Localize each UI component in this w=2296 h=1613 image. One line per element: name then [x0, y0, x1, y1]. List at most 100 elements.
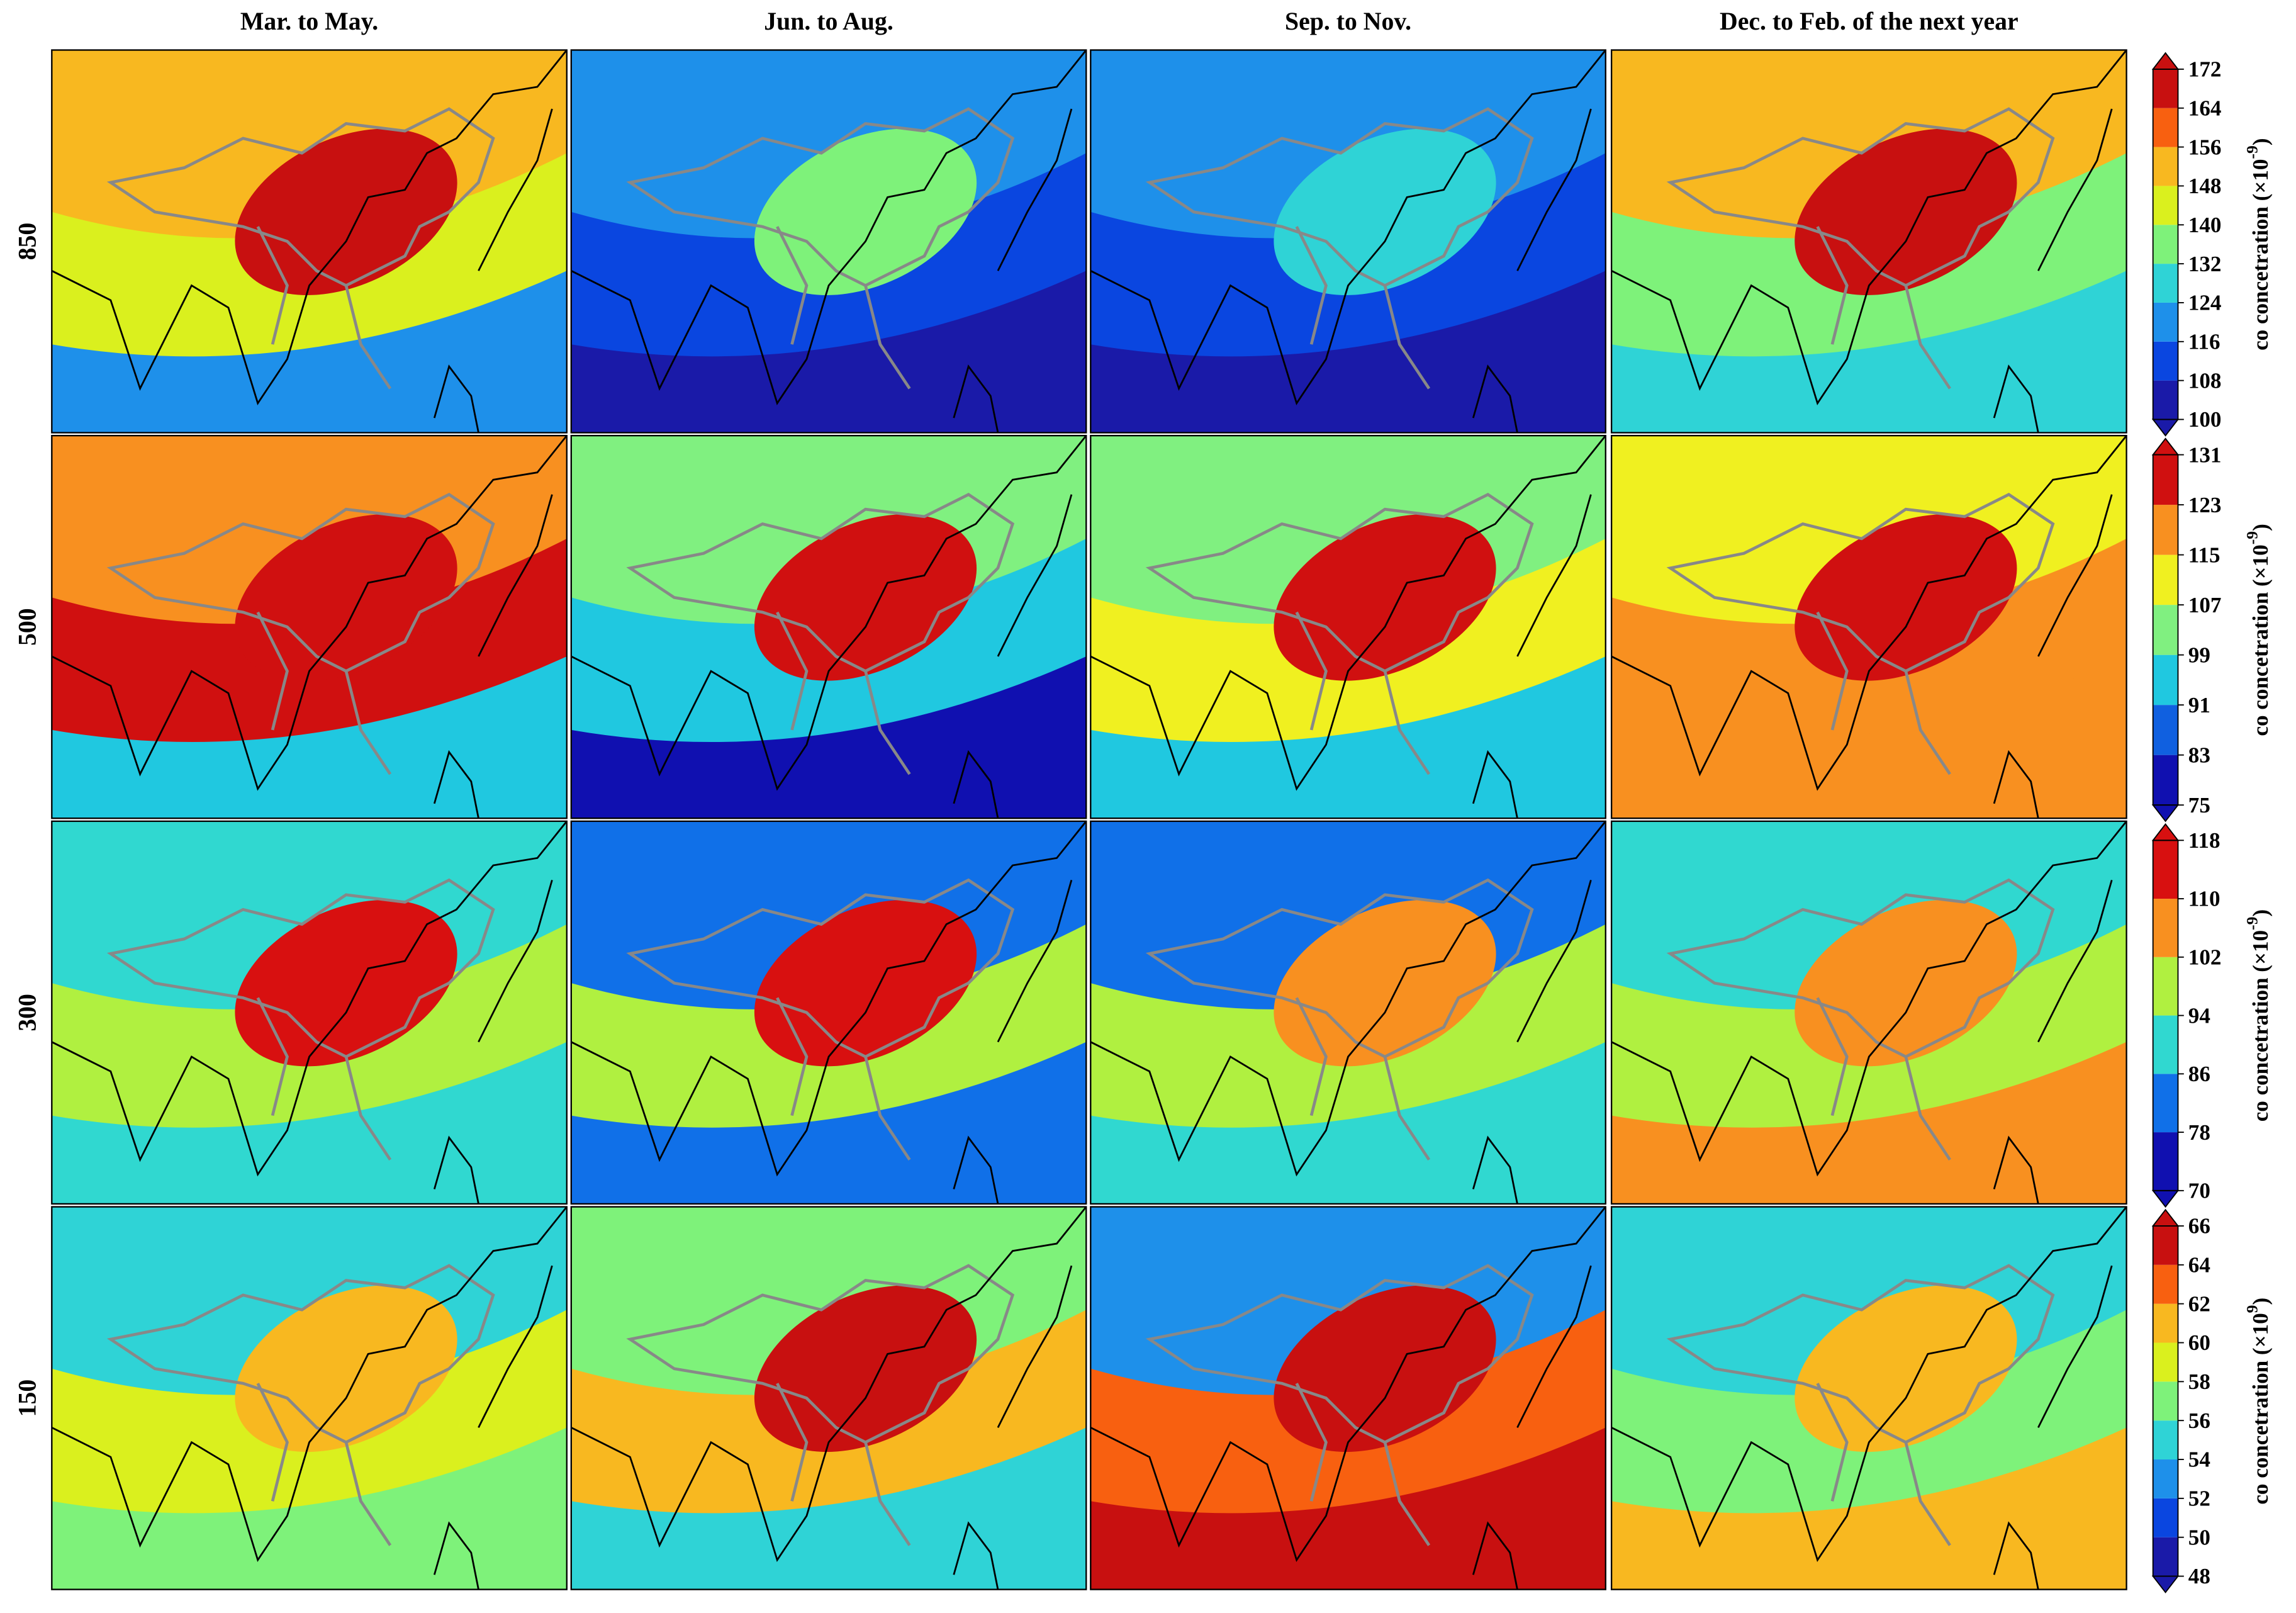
colorbar-segment — [2153, 264, 2178, 303]
colorbar-tick-label: 78 — [2188, 1120, 2210, 1145]
colorbar-tick-label: 148 — [2188, 174, 2222, 198]
map-field — [1274, 128, 1496, 295]
coastline — [571, 821, 1087, 1204]
coastline — [1611, 50, 2127, 433]
panel-frame — [1090, 820, 1606, 1205]
map-field — [754, 899, 977, 1067]
colorbar-label-text: co concetration (×10 — [2248, 544, 2273, 736]
coastline — [1611, 436, 2127, 819]
coastline — [52, 50, 567, 433]
boundary — [626, 107, 1015, 390]
map-field — [1611, 1042, 2127, 1204]
panel-frame — [51, 1206, 568, 1590]
colorbar-tick-label: 100 — [2188, 407, 2222, 432]
boundary — [1666, 1264, 2055, 1546]
map-panel — [1090, 1206, 1606, 1590]
colorbar-segment — [2153, 755, 2178, 806]
map-field — [235, 128, 457, 295]
boundary — [1145, 107, 1534, 390]
colorbar-frame — [2152, 68, 2179, 420]
colorbar-segment — [2153, 899, 2178, 957]
colorbar-tick-label: 132 — [2188, 252, 2222, 276]
map-panel — [1090, 50, 1606, 433]
row-label: 300 — [14, 994, 42, 1031]
colorbar-tick-label: 99 — [2188, 643, 2210, 667]
map-field — [754, 1285, 977, 1453]
colorbar-segment — [2153, 186, 2178, 225]
colorbar-extend — [2151, 804, 2180, 823]
colorbar-segment — [2153, 302, 2178, 342]
boundary — [1145, 493, 1534, 775]
colorbar-extend — [2151, 823, 2180, 841]
coastline — [571, 1206, 1087, 1590]
panel-frame — [570, 820, 1087, 1205]
colorbar-segment — [2153, 605, 2178, 655]
boundary — [1666, 878, 2055, 1161]
colorbar-segment — [2153, 554, 2178, 605]
map-field — [1274, 514, 1496, 681]
map-field — [1090, 656, 1606, 819]
colorbar-label: co concetration (×10-9) — [2243, 909, 2273, 1121]
colorbar-tick-label: 156 — [2188, 135, 2222, 159]
colorbar-extend — [2151, 1189, 2180, 1208]
colorbar-tick-label: 48 — [2188, 1564, 2210, 1588]
map-panel — [571, 50, 1087, 433]
colorbar-label-end: ) — [2248, 909, 2273, 917]
colorbar-segment — [2153, 705, 2178, 755]
boundary — [106, 1264, 495, 1546]
map-panel — [1611, 1206, 2127, 1590]
colorbar-label: co concetration (×10-9) — [2243, 524, 2273, 736]
colorbar-tick-label: 75 — [2188, 793, 2210, 818]
colorbar-tick-label: 91 — [2188, 693, 2210, 717]
panel-frame — [1610, 435, 2127, 819]
map-field — [1795, 1285, 2017, 1453]
column-title: Jun. to Aug. — [764, 8, 893, 35]
colorbar-segment — [2153, 1459, 2178, 1498]
map-field — [1611, 656, 2127, 819]
colorbar-tick-label: 140 — [2188, 213, 2222, 237]
boundary — [106, 107, 495, 390]
colorbar-label: co concetration (×109) — [2243, 1298, 2273, 1505]
row-label: 150 — [14, 1380, 42, 1417]
colorbar-tick-label: 164 — [2188, 96, 2222, 120]
colorbar-tick-label: 123 — [2188, 493, 2222, 517]
colorbar-segment — [2153, 1225, 2178, 1265]
colorbar-label-text: co concetration (×10 — [2248, 159, 2273, 351]
colorbar-tick-label: 86 — [2188, 1062, 2210, 1086]
map-field — [754, 128, 977, 295]
colorbar-segment — [2153, 225, 2178, 264]
colorbar-segment — [2153, 840, 2178, 899]
coastline — [1090, 436, 1606, 819]
colorbar-segment — [2153, 1537, 2178, 1576]
panel-frame — [1610, 820, 2127, 1205]
colorbar-label-end: ) — [2248, 1298, 2273, 1305]
map-field — [52, 271, 567, 433]
colorbar-extend — [2151, 437, 2180, 456]
boundary — [626, 878, 1015, 1161]
colorbar-segment — [2153, 1381, 2178, 1421]
panel-frame — [51, 435, 568, 819]
colorbar-segment — [2153, 1264, 2178, 1304]
colorbar-segment — [2153, 957, 2178, 1016]
colorbar-tick-label: 116 — [2188, 329, 2220, 354]
colorbar-segment — [2153, 1420, 2178, 1460]
map-field — [235, 899, 457, 1067]
map-field — [1090, 1042, 1606, 1204]
colorbar-tick-label: 66 — [2188, 1214, 2210, 1239]
panel-frame — [1090, 49, 1606, 434]
boundary — [626, 1264, 1015, 1546]
colorbar-segment — [2153, 380, 2178, 420]
map-field — [571, 271, 1087, 433]
map-field — [235, 514, 457, 681]
map-panel — [1611, 436, 2127, 819]
map-panel — [52, 50, 567, 433]
map-panel — [1611, 821, 2127, 1204]
panel-frame — [570, 1206, 1087, 1590]
colorbar-tick-label: 115 — [2188, 542, 2220, 567]
coastline — [52, 821, 567, 1204]
panel-frame — [570, 49, 1087, 434]
panel-frame — [570, 435, 1087, 819]
map-panel — [571, 1206, 1087, 1590]
